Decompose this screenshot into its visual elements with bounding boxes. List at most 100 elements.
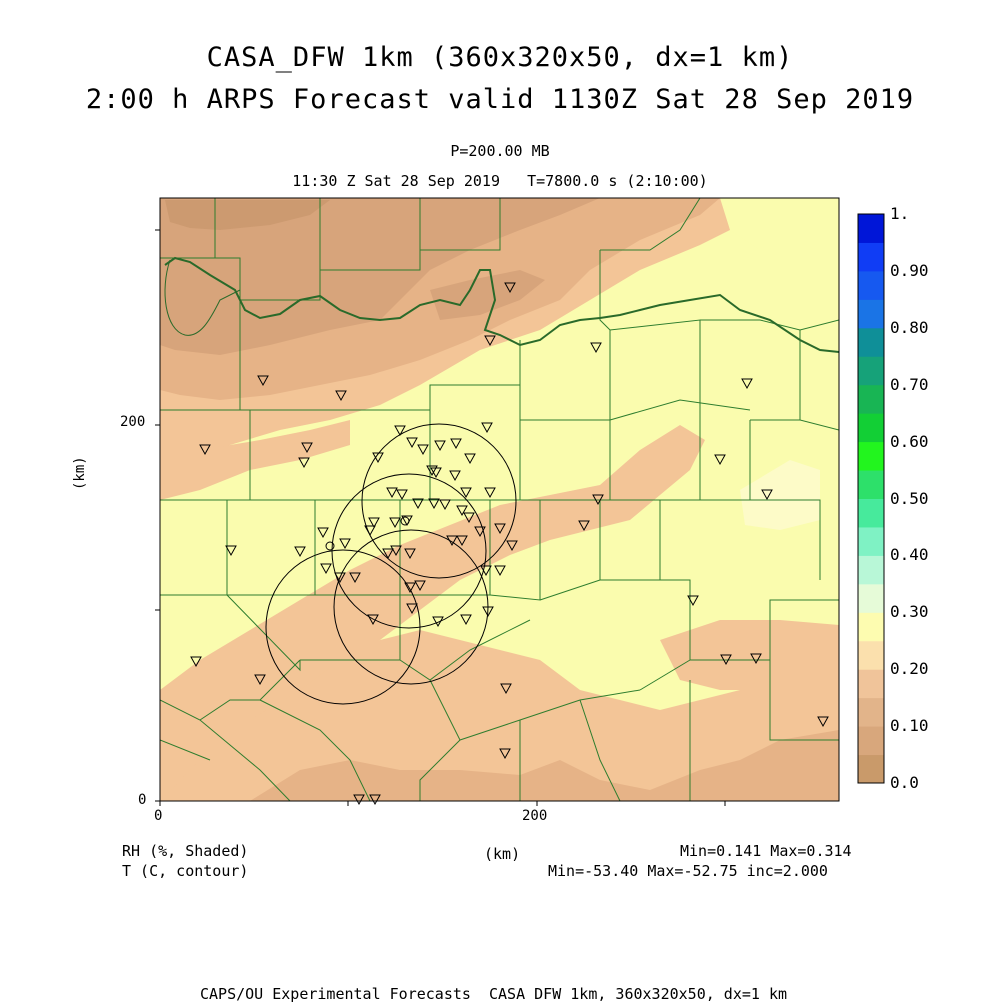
station-triangle bbox=[432, 616, 444, 628]
station-triangle bbox=[456, 535, 468, 547]
station-triangle bbox=[404, 548, 416, 560]
station-triangle bbox=[369, 794, 381, 806]
station-triangle bbox=[320, 563, 332, 575]
x-tick-0: 0 bbox=[154, 808, 163, 824]
colorbar-label: 0.0 bbox=[890, 773, 919, 792]
colorbar-label: 0.40 bbox=[890, 545, 929, 565]
station-triangle bbox=[761, 489, 773, 501]
colorbar-swatch bbox=[858, 242, 884, 272]
valid-time-label: 11:30 Z Sat 28 Sep 2019 T=7800.0 s (2:10… bbox=[292, 172, 708, 190]
station-triangle bbox=[396, 489, 408, 501]
station-triangle bbox=[449, 470, 461, 482]
station-triangle bbox=[714, 454, 726, 466]
colorbar-swatch bbox=[858, 270, 884, 300]
colorbar-label: 0.80 bbox=[890, 317, 929, 337]
station-triangle bbox=[394, 425, 406, 437]
station-triangle bbox=[439, 499, 451, 511]
station-triangle bbox=[456, 505, 468, 517]
y-tick-200: 200 bbox=[120, 414, 146, 430]
station-triangle bbox=[506, 540, 518, 552]
colorbar-frame bbox=[857, 213, 885, 784]
rh-fill-east-max bbox=[740, 460, 820, 530]
station-triangle bbox=[430, 467, 442, 479]
colorbar-swatch bbox=[858, 441, 884, 471]
station-triangle bbox=[463, 512, 475, 524]
station-triangle bbox=[426, 465, 438, 477]
colorbar-label: 0.20 bbox=[890, 659, 929, 679]
station-triangle bbox=[406, 603, 418, 615]
station-triangle bbox=[494, 565, 506, 577]
radar-ring-4 bbox=[265, 549, 421, 705]
station-triangle bbox=[500, 683, 512, 695]
station-triangle bbox=[390, 545, 402, 557]
station-triangle bbox=[474, 526, 486, 538]
colorbar-swatch bbox=[858, 526, 884, 556]
station-triangle bbox=[368, 517, 380, 529]
temperature-contour bbox=[164, 256, 839, 353]
station-triangle bbox=[334, 572, 346, 584]
x-axis-unit: (km) bbox=[484, 845, 521, 863]
radar-site-marker bbox=[325, 541, 335, 551]
colorbar-label: 0.90 bbox=[890, 260, 929, 280]
radar-ring-1 bbox=[361, 423, 517, 579]
station-triangle bbox=[687, 595, 699, 607]
colorbar-label: 0.30 bbox=[890, 602, 929, 622]
station-triangle bbox=[504, 282, 516, 294]
colorbar-swatch bbox=[858, 640, 884, 670]
station-triangle bbox=[460, 614, 472, 626]
x-tick-200: 200 bbox=[522, 808, 548, 824]
station-triangle bbox=[484, 487, 496, 499]
colorbar-label: 0.10 bbox=[890, 716, 929, 736]
station-triangle bbox=[372, 452, 384, 464]
station-triangle bbox=[590, 342, 602, 354]
station-triangle bbox=[414, 580, 426, 592]
station-triangle bbox=[367, 614, 379, 626]
rh-fill-east-patch bbox=[660, 620, 839, 690]
station-triangle bbox=[257, 375, 269, 387]
station-triangle bbox=[446, 535, 458, 547]
colorbar-swatch bbox=[858, 498, 884, 528]
station-triangle bbox=[480, 565, 492, 577]
colorbar-swatch bbox=[858, 754, 884, 784]
station-triangle bbox=[404, 582, 416, 594]
station-triangle bbox=[484, 335, 496, 347]
station-triangle bbox=[741, 378, 753, 390]
station-triangle bbox=[592, 494, 604, 506]
station-triangle bbox=[225, 545, 237, 557]
rh-fill-north-brown bbox=[165, 200, 330, 230]
t-legend: T (C, contour) bbox=[122, 862, 249, 880]
station-triangle bbox=[428, 498, 440, 510]
station-triangle bbox=[389, 517, 401, 529]
station-triangle bbox=[481, 422, 493, 434]
colorbar-label: 0.70 bbox=[890, 374, 929, 394]
station-triangle bbox=[317, 527, 329, 539]
rh-legend: RH (%, Shaded) bbox=[122, 842, 249, 860]
rh-fill-south bbox=[160, 630, 839, 801]
colorbar-swatch bbox=[858, 384, 884, 414]
colorbar-swatch bbox=[858, 612, 884, 642]
station-triangle bbox=[578, 520, 590, 532]
y-tick-0: 0 bbox=[138, 792, 147, 808]
station-markers bbox=[190, 282, 829, 806]
colorbar-swatch bbox=[858, 299, 884, 329]
map-frame bbox=[159, 197, 840, 802]
colorbar-swatch bbox=[858, 214, 884, 243]
rh-fill-west-lobe bbox=[160, 420, 350, 500]
colorbar-swatch bbox=[858, 697, 884, 727]
station-triangle bbox=[417, 444, 429, 456]
rh-fill-northeast bbox=[720, 198, 839, 250]
footer-credit: CAPS/OU Experimental Forecasts CASA DFW … bbox=[200, 985, 787, 1003]
t-stats: Min=-53.40 Max=-52.75 inc=2.000 bbox=[548, 862, 828, 880]
colorbar-label: 1. bbox=[890, 204, 910, 223]
rh-fill-northeast-brown bbox=[430, 270, 545, 320]
station-triangle bbox=[401, 515, 413, 527]
radar-site-marker bbox=[400, 516, 410, 526]
station-triangle bbox=[406, 437, 418, 449]
colorbar-swatch bbox=[858, 555, 884, 585]
axis-ticks bbox=[155, 229, 726, 806]
station-triangle bbox=[190, 656, 202, 668]
station-triangle bbox=[720, 654, 732, 666]
station-triangle bbox=[464, 453, 476, 465]
rh-fill-south-dark bbox=[250, 730, 839, 801]
station-triangle bbox=[349, 572, 361, 584]
